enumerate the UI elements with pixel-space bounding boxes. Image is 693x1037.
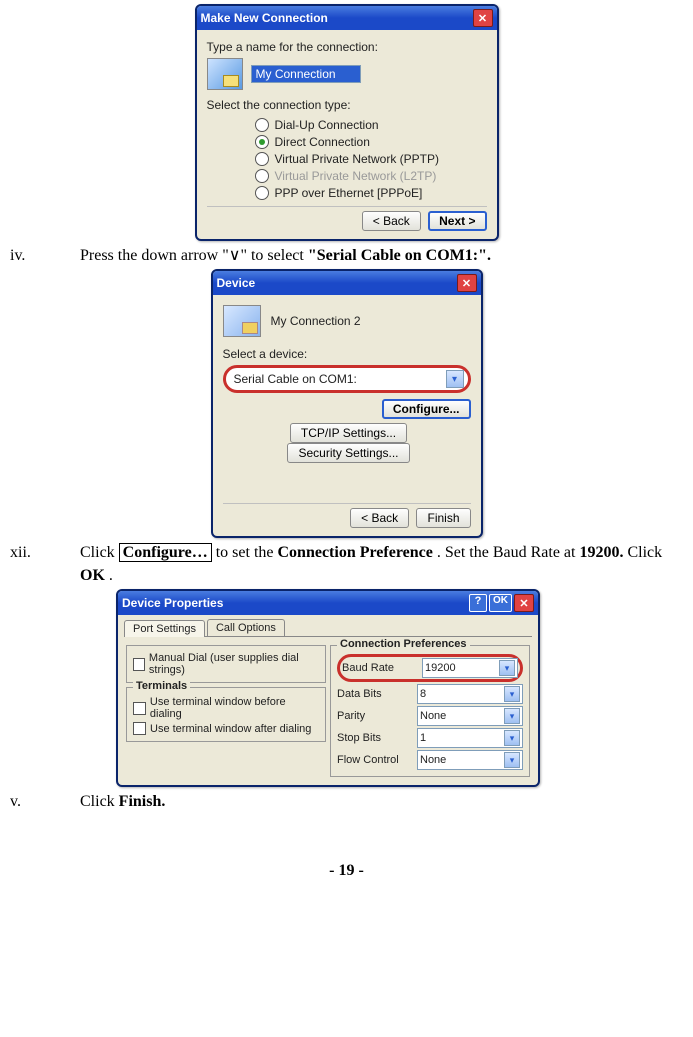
device-icon bbox=[223, 305, 261, 337]
dialog2-titlebar: Device ✕ bbox=[213, 271, 481, 295]
terminals-group-title: Terminals bbox=[133, 680, 190, 692]
step-iv-target: "Serial Cable on COM1:". bbox=[308, 247, 491, 264]
baud-rate-select[interactable]: 19200▾ bbox=[422, 658, 518, 678]
terminal-before-row[interactable]: Use terminal window before dialing bbox=[133, 696, 319, 720]
flow-control-select[interactable]: None▾ bbox=[417, 750, 523, 770]
chevron-down-icon[interactable]: ▾ bbox=[504, 708, 520, 724]
data-bits-select[interactable]: 8▾ bbox=[417, 684, 523, 704]
type-prompt: Select the connection type: bbox=[207, 98, 487, 112]
step-iv: iv. Press the down arrow "∨" to select "… bbox=[6, 245, 687, 267]
name-prompt: Type a name for the connection: bbox=[207, 40, 487, 54]
back-button[interactable]: < Back bbox=[350, 508, 409, 528]
device-dropdown[interactable]: Serial Cable on COM1: ▾ bbox=[223, 365, 471, 393]
step-v: v. Click Finish. bbox=[6, 791, 687, 813]
connection-type-list: Dial-Up Connection Direct Connection Vir… bbox=[255, 118, 487, 200]
chevron-down-icon[interactable]: ▾ bbox=[499, 660, 515, 676]
stop-bits-select[interactable]: 1▾ bbox=[417, 728, 523, 748]
step-xii-number: xii. bbox=[6, 542, 80, 564]
terminal-after-row[interactable]: Use terminal window after dialing bbox=[133, 722, 319, 735]
security-settings-button[interactable]: Security Settings... bbox=[287, 443, 409, 463]
checkbox-icon[interactable] bbox=[133, 722, 146, 735]
checkbox-icon[interactable] bbox=[133, 658, 145, 671]
close-icon[interactable]: ✕ bbox=[514, 594, 534, 612]
back-button[interactable]: < Back bbox=[362, 211, 421, 231]
close-icon[interactable]: ✕ bbox=[473, 9, 493, 27]
dialog1-titlebar: Make New Connection ✕ bbox=[197, 6, 497, 30]
tab-call-options[interactable]: Call Options bbox=[207, 619, 285, 636]
configure-button[interactable]: Configure... bbox=[382, 399, 471, 419]
device-dialog: Device ✕ My Connection 2 Select a device… bbox=[211, 269, 483, 538]
page-number: - 19 - bbox=[6, 862, 687, 880]
chevron-down-icon[interactable]: ▾ bbox=[504, 752, 520, 768]
configure-boxed-label: Configure… bbox=[119, 543, 212, 562]
step-xii: xii. Click Configure… to set the Connect… bbox=[6, 542, 687, 587]
radio-dialup[interactable]: Dial-Up Connection bbox=[255, 118, 487, 132]
connection-name-input[interactable]: My Connection bbox=[251, 65, 361, 83]
ok-button[interactable]: OK bbox=[489, 594, 512, 612]
make-new-connection-dialog: Make New Connection ✕ Type a name for th… bbox=[195, 4, 499, 241]
baud-rate-row: Baud Rate 19200▾ bbox=[337, 654, 523, 682]
conn-pref-group-title: Connection Preferences bbox=[337, 638, 470, 650]
connection-icon bbox=[207, 58, 243, 90]
step-iv-number: iv. bbox=[6, 245, 80, 267]
dialog3-title: Device Properties bbox=[122, 596, 223, 610]
finish-button[interactable]: Finish bbox=[416, 508, 470, 528]
tab-port-settings[interactable]: Port Settings bbox=[124, 620, 205, 637]
radio-pppoe[interactable]: PPP over Ethernet [PPPoE] bbox=[255, 186, 487, 200]
connection-name-label: My Connection 2 bbox=[271, 314, 361, 328]
device-properties-dialog: Device Properties ? OK ✕ Port Settings C… bbox=[116, 589, 540, 787]
radio-direct[interactable]: Direct Connection bbox=[255, 135, 487, 149]
next-button[interactable]: Next > bbox=[428, 211, 486, 231]
dialog2-title: Device bbox=[217, 276, 256, 290]
manual-dial-row[interactable]: Manual Dial (user supplies dial strings) bbox=[133, 652, 319, 676]
radio-pptp[interactable]: Virtual Private Network (PPTP) bbox=[255, 152, 487, 166]
chevron-down-icon[interactable]: ▾ bbox=[504, 686, 520, 702]
dialog3-titlebar: Device Properties ? OK ✕ bbox=[118, 591, 538, 615]
checkbox-icon[interactable] bbox=[133, 702, 146, 715]
radio-l2tp: Virtual Private Network (L2TP) bbox=[255, 169, 487, 183]
close-icon[interactable]: ✕ bbox=[457, 274, 477, 292]
dialog1-title: Make New Connection bbox=[201, 11, 328, 25]
help-icon[interactable]: ? bbox=[469, 594, 487, 612]
parity-select[interactable]: None▾ bbox=[417, 706, 523, 726]
step-v-number: v. bbox=[6, 791, 80, 813]
chevron-down-icon[interactable]: ▾ bbox=[446, 370, 464, 388]
tcpip-settings-button[interactable]: TCP/IP Settings... bbox=[290, 423, 407, 443]
chevron-down-icon[interactable]: ▾ bbox=[504, 730, 520, 746]
select-device-label: Select a device: bbox=[223, 347, 471, 361]
